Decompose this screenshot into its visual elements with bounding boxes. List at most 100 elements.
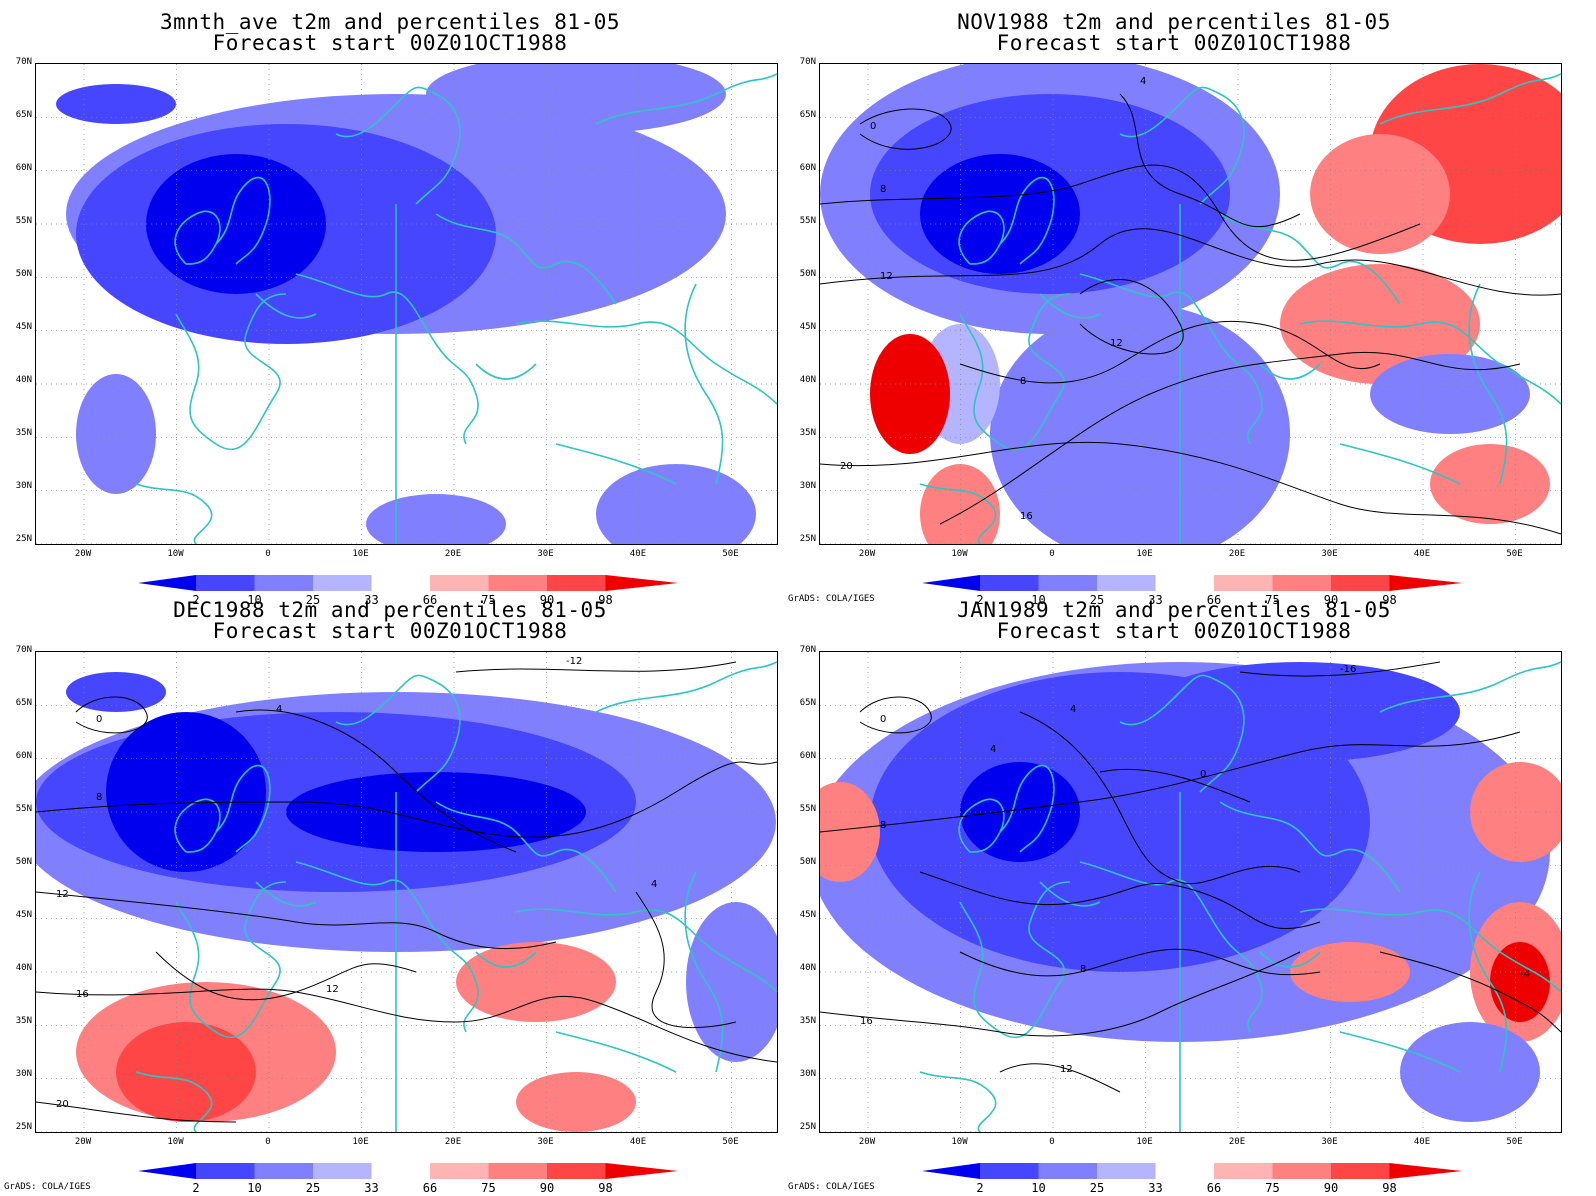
lat-tick-label: 50N	[799, 269, 816, 280]
colorbar-label: 33	[364, 1181, 379, 1195]
colorbar-segment	[1214, 575, 1273, 591]
colorbar-label: 66	[1206, 593, 1222, 607]
lat-tick-label: 45N	[15, 910, 32, 921]
lat-tick-label: 25N	[15, 534, 32, 545]
colorbar-label: 25	[1089, 1181, 1105, 1195]
colorbar-segment	[430, 575, 489, 591]
lon-tick-label: 50E	[722, 549, 739, 559]
lat-tick-label: 45N	[15, 322, 32, 333]
lat-tick-label: 70N	[15, 645, 32, 655]
colorbar-segment	[430, 1163, 489, 1179]
colorbar-segment	[313, 1163, 372, 1179]
colorbar-segment	[254, 1163, 313, 1179]
lon-tick-label: 10E	[352, 1137, 369, 1147]
contour-line	[820, 951, 1301, 1037]
colorbar-label: 10	[1031, 1181, 1046, 1195]
lat-tick-label: 60N	[15, 163, 32, 174]
lat-tick-label: 50N	[799, 857, 816, 868]
panel-subtitle: Forecast start 00Z01OCT1988	[212, 31, 568, 55]
contour-line	[820, 228, 1561, 296]
lat-tick-label: 25N	[15, 1122, 32, 1133]
percentile-shade	[456, 942, 616, 1022]
colorbar-label: 10	[1031, 593, 1046, 607]
shading-layer	[820, 662, 1561, 1122]
colorbar-label: 2	[976, 593, 984, 607]
contour-line	[36, 1101, 237, 1123]
contour-line	[1239, 661, 1441, 677]
contour-label: -4	[1520, 969, 1530, 980]
contour-label: 4	[1070, 704, 1076, 715]
panel-3mnth-ave: 3mnth_ave t2m and percentiles 81-05 Fore…	[0, 0, 780, 607]
percentile-shade	[1310, 134, 1450, 254]
lat-tick-label: 30N	[799, 1069, 816, 1080]
lon-tick-label: 20W	[858, 1137, 876, 1147]
contour-label: 0	[880, 714, 886, 725]
contour-label: 8	[1080, 964, 1086, 975]
contour-line	[1019, 711, 1301, 885]
lon-tick-label: 40E	[1413, 549, 1431, 559]
colorbar-label: 75	[1265, 593, 1280, 607]
shading-layer	[820, 64, 1561, 544]
colorbar-label: 33	[1148, 593, 1163, 607]
contour-line	[859, 108, 952, 150]
contour-line	[36, 761, 777, 838]
colorbar-segment	[980, 575, 1039, 591]
colorbar-label: 10	[247, 593, 262, 607]
lon-tick-label: 20E	[444, 549, 462, 559]
colorbar-segment	[980, 1163, 1039, 1179]
lat-tick-label: 40N	[799, 375, 816, 386]
lat-tick-label: 45N	[799, 910, 816, 921]
colorbar-segment	[254, 575, 313, 591]
lat-tick-label: 65N	[799, 698, 816, 709]
grid-lines	[36, 652, 777, 1132]
contour-label: 12	[1110, 338, 1123, 349]
colorbar-segment	[1272, 1163, 1331, 1179]
colorbar-segment	[1038, 575, 1097, 591]
colorbar: 2 10 25 33 66 75 90 98	[922, 575, 1462, 607]
colorbar-label: 98	[1382, 593, 1397, 607]
colorbar-label: 25	[305, 1181, 321, 1195]
map-plot: 12 8 20 16 8 4 0 12	[819, 63, 1562, 545]
contour-label: 12	[326, 984, 339, 995]
colorbar-segment	[371, 575, 430, 591]
lon-tick-label: 30E	[1321, 549, 1338, 559]
lon-tick-label: 0	[1049, 549, 1055, 559]
contour-label: 8	[880, 820, 886, 831]
lat-tick-label: 25N	[799, 534, 816, 545]
contour-line	[455, 661, 737, 673]
colorbar-label: 66	[422, 1181, 438, 1195]
percentile-shade	[106, 712, 266, 872]
lat-tick-label: 65N	[15, 698, 32, 709]
contour-label: 16	[76, 989, 89, 1000]
percentile-shade	[1140, 662, 1460, 762]
grads-credit: GrADS: COLA/IGES	[788, 1182, 875, 1192]
colorbar-segment	[1272, 575, 1331, 591]
lat-tick-label: 35N	[799, 428, 816, 439]
lon-tick-label: 40E	[629, 1137, 647, 1147]
colorbar-segment	[1097, 1163, 1156, 1179]
lon-tick-label: 10W	[951, 1137, 968, 1147]
colorbar-segment	[1097, 575, 1156, 591]
lon-tick-label: 40E	[1413, 1137, 1431, 1147]
colorbar-label: 33	[364, 593, 379, 607]
contour-line	[939, 351, 1521, 525]
grads-credit: GrADS: COLA/IGES	[788, 594, 875, 604]
colorbar-segment	[547, 575, 606, 591]
lat-tick-label: 60N	[799, 751, 816, 762]
percentile-shade	[116, 1022, 256, 1122]
contour-line	[820, 441, 1561, 535]
lat-tick-label: 70N	[799, 645, 816, 655]
map-plot	[35, 63, 778, 545]
colorbar-segment	[488, 575, 547, 591]
lat-tick-label: 55N	[15, 804, 32, 815]
contour-line	[820, 731, 1521, 833]
contour-label: 4	[990, 744, 996, 755]
percentile-shade	[516, 1072, 636, 1132]
coastlines	[135, 661, 777, 1132]
colorbar-label: 90	[539, 593, 555, 607]
colorbar-label: 90	[1323, 593, 1339, 607]
colorbar-segment	[313, 575, 372, 591]
colorbar-segment	[1155, 1163, 1214, 1179]
lon-tick-label: 20E	[1228, 1137, 1246, 1147]
contour-label: 0	[870, 121, 876, 132]
